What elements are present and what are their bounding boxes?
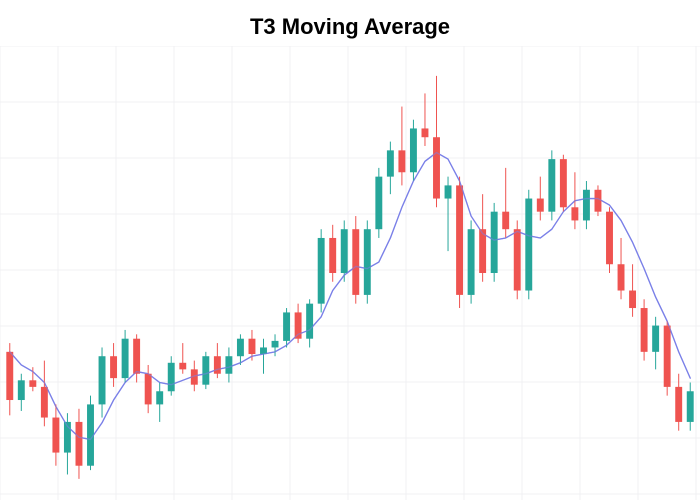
candlestick-chart [0, 46, 700, 500]
chart-title: T3 Moving Average [0, 0, 700, 46]
